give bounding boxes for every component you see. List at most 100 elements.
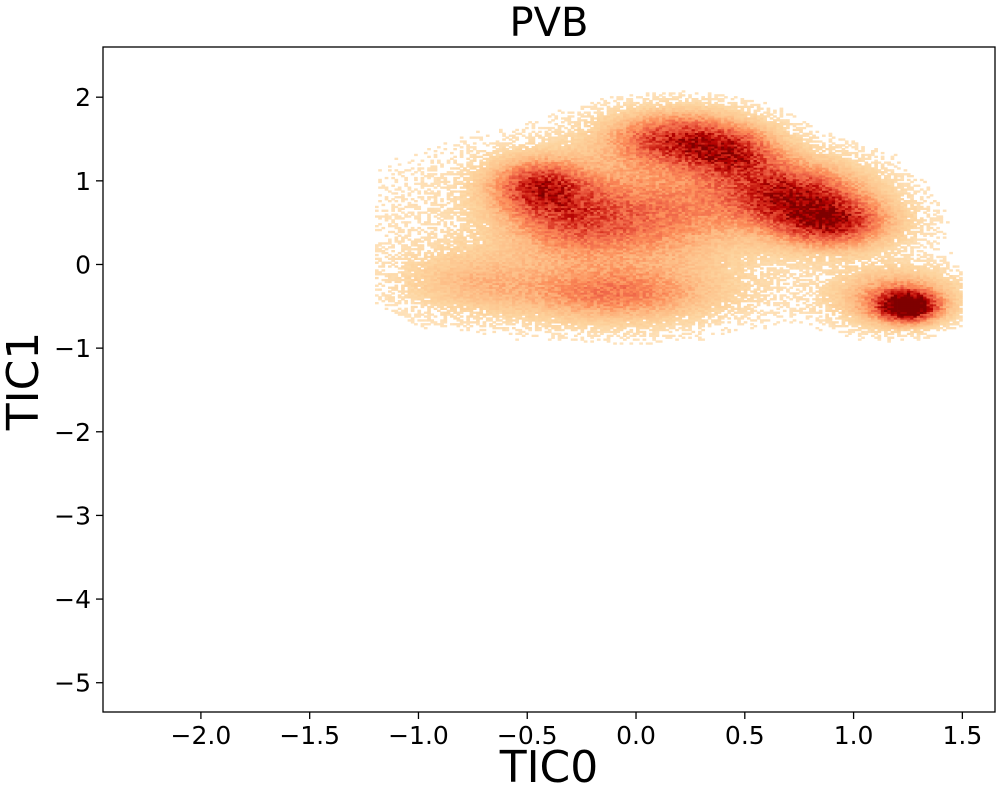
heatmap-cell (893, 307, 898, 311)
heatmap-cell (600, 311, 604, 314)
heatmap-cell (561, 317, 565, 320)
heatmap-cell (766, 302, 771, 305)
heatmap-cell (936, 311, 940, 314)
heatmap-cell (789, 273, 794, 276)
heatmap-cell (482, 305, 487, 309)
heatmap-cell (919, 286, 924, 289)
heatmap-cell (632, 300, 637, 303)
heatmap-cell (903, 302, 908, 305)
heatmap-cell (394, 302, 399, 305)
heatmap-cell (929, 325, 934, 328)
heatmap-cell (880, 269, 885, 272)
heatmap-cell (482, 332, 487, 336)
heatmap-cell (711, 269, 715, 272)
heatmap-cell (841, 307, 846, 311)
heatmap-cell (450, 323, 454, 326)
heatmap-cell (733, 328, 738, 332)
heatmap-cell (561, 269, 565, 272)
heatmap-cell (616, 315, 621, 318)
heatmap-cell (815, 294, 820, 297)
heatmap-cell (756, 317, 761, 320)
heatmap-cell (420, 286, 425, 289)
heatmap-cell (913, 313, 918, 316)
heatmap-cell (874, 313, 878, 316)
heatmap-cell (407, 319, 412, 322)
heatmap-cell (616, 321, 621, 324)
heatmap-cell (492, 305, 497, 309)
heatmap-cell (508, 321, 513, 324)
heatmap-cell (952, 317, 957, 320)
heatmap-cell (933, 307, 937, 311)
heatmap-cell (609, 317, 614, 320)
heatmap-cell (401, 311, 405, 314)
heatmap-cell (561, 315, 565, 318)
heatmap-cell (753, 275, 758, 278)
heatmap-cell (619, 286, 624, 289)
heatmap-cell (642, 311, 647, 314)
heatmap-cell (662, 313, 666, 316)
heatmap-cell (740, 317, 745, 320)
heatmap-cell (733, 276, 738, 280)
heatmap-cell (538, 300, 542, 303)
heatmap-cell (946, 327, 950, 330)
heatmap-cell (854, 328, 859, 332)
heatmap-cell (662, 309, 666, 313)
heatmap-cell (838, 307, 843, 311)
heatmap-cell (756, 315, 761, 318)
heatmap-cell (933, 325, 937, 328)
heatmap-cell (593, 330, 598, 334)
heatmap-cell (476, 319, 480, 322)
heatmap-cell (671, 269, 676, 272)
heatmap-cell (505, 321, 510, 324)
heatmap-cell (747, 307, 751, 311)
heatmap-cell (884, 328, 888, 332)
heatmap-cell (453, 269, 457, 272)
heatmap-cell (564, 278, 568, 282)
heatmap-cell (466, 294, 470, 297)
heatmap-cell (831, 294, 836, 297)
heatmap-cell (619, 328, 624, 332)
heatmap-cell (626, 269, 630, 272)
heatmap-cell (825, 278, 829, 282)
heatmap-cell (583, 305, 588, 309)
heatmap-cell (538, 323, 542, 326)
heatmap-cell (642, 334, 647, 338)
heatmap-cell (577, 321, 581, 324)
heatmap-cell (652, 321, 656, 324)
heatmap-cell (593, 334, 598, 338)
heatmap-cell (884, 307, 888, 311)
heatmap-cell (613, 303, 617, 307)
heatmap-cell (401, 278, 405, 282)
heatmap-cell (789, 321, 794, 324)
heatmap-cell (515, 317, 519, 320)
heatmap-cell (391, 309, 395, 313)
heatmap-cell (583, 302, 588, 305)
heatmap-cell (809, 294, 813, 297)
heatmap-cell (681, 319, 686, 322)
heatmap-cell (665, 334, 670, 338)
heatmap-cell (446, 305, 451, 309)
heatmap-cell (521, 269, 526, 272)
heatmap-cell (952, 323, 957, 326)
heatmap-cell (704, 302, 709, 305)
heatmap-cell (388, 300, 392, 303)
heatmap-cell (779, 286, 784, 289)
heatmap-cell (440, 319, 444, 322)
heatmap-cell (897, 313, 901, 316)
heatmap-cell (890, 307, 895, 311)
heatmap-cell (871, 325, 875, 328)
heatmap-cell (443, 278, 448, 282)
heatmap-cell (606, 317, 611, 320)
heatmap-cell (665, 269, 670, 272)
heatmap-cell (861, 321, 865, 324)
heatmap-cell (707, 325, 712, 328)
heatmap-cell (825, 315, 829, 318)
heatmap-cell (893, 286, 898, 289)
heatmap-cell (897, 317, 901, 320)
heatmap-cell (747, 311, 751, 314)
heatmap-cell (554, 278, 559, 282)
heatmap-cell (926, 267, 931, 270)
heatmap-cell (893, 330, 898, 334)
heatmap-cell (375, 269, 379, 272)
heatmap-cell (401, 284, 405, 287)
